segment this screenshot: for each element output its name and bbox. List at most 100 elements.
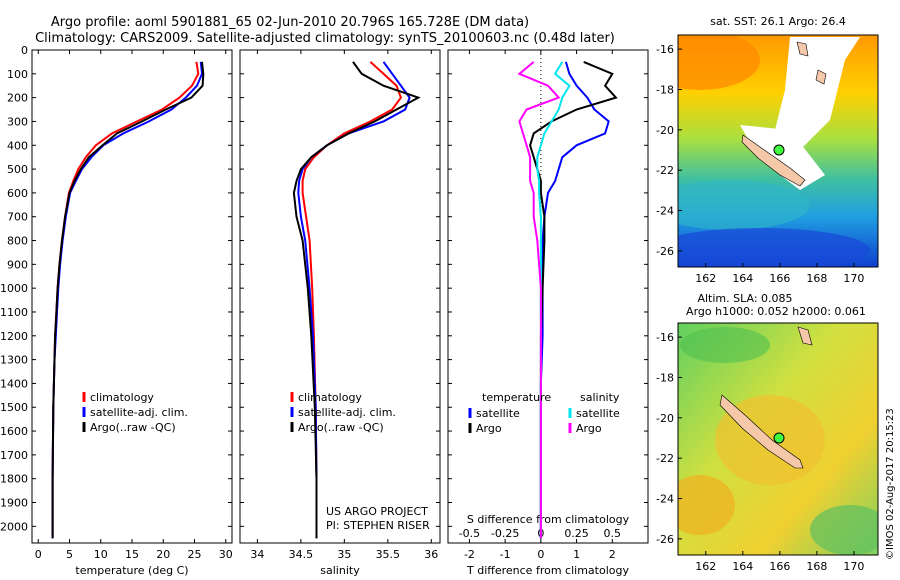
map-y-tick-label: -22 [656,452,674,465]
x-tick-label: 1 [573,548,580,561]
depth-tick-label: 400 [7,139,28,152]
sla-map-title: Altim. SLA: 0.085 [697,292,792,305]
x-tick-label: 35 [337,548,351,561]
x-tick-label: 5 [66,548,73,561]
legend-label: satellite-adj. clim. [90,406,188,419]
s-axis-label: S difference from climatology [467,513,630,526]
map-x-tick-label: 166 [769,560,790,573]
legend-label: Argo [476,422,502,435]
s-tick-label: -0.5 [459,527,480,540]
vanuatu-islands-2 [815,69,827,85]
x-tick-label: 15 [125,548,139,561]
depth-tick-label: 2000 [0,520,28,533]
sst-map-frame [677,34,879,268]
s-tick-label: 0.5 [604,527,622,540]
vanuatu-islands-sla [797,326,813,346]
x-tick-label: 34.5 [289,548,314,561]
panel-frame-temperature [31,49,233,544]
map-x-tick-label: 164 [732,272,753,285]
series-line [297,61,411,539]
new-caledonia-island [741,134,806,187]
depth-tick-label: 1700 [0,449,28,462]
legend-label: Argo(..raw -QC) [298,421,384,434]
depth-tick-label: 900 [7,258,28,271]
x-tick-label: 10 [94,548,108,561]
x-tick-label: -1 [500,548,511,561]
sla-map: Altim. SLA: 0.085 Argo h1000: 0.052 h200… [656,292,879,573]
map-y-tick-label: -16 [656,331,674,344]
map-y-tick-label: -26 [656,533,674,546]
sst-cold-patch [678,228,870,267]
legend-label: satellite [476,407,520,420]
depth-tick-label: 0 [21,44,28,57]
map-y-tick-label: -18 [656,371,674,384]
series-line [292,61,421,539]
legend-label: Argo(..raw -QC) [90,421,176,434]
depth-tick-label: 1900 [0,497,28,510]
map-y-tick-label: -18 [656,83,674,96]
depth-tick-label: 1100 [0,306,28,319]
legend-label: satellite-adj. clim. [298,406,396,419]
depth-tick-label: 300 [7,115,28,128]
depth-tick-label: 200 [7,92,28,105]
sst-mask-cloud [775,37,860,150]
x-axis-label: salinity [320,564,360,577]
depth-tick-label: 100 [7,68,28,81]
legend-label: climatology [90,391,154,404]
sst-map: sat. SST: 26.1 Argo: 26.4 162 164 166 168 17… [656,15,879,285]
x-tick-label: 25 [188,548,202,561]
sla-high-patch-2 [678,475,735,535]
panel-difference: -2 -1 0 1 2-0.5 -0.25 0 0.25 0.5S difference fro… [447,49,649,577]
map-x-tick-label: 168 [806,272,827,285]
depth-tick-label: 1200 [0,330,28,343]
map-x-tick-label: 170 [843,272,864,285]
depth-tick-label: 1500 [0,401,28,414]
figure-title-line2: Climatology: CARS2009. Satellite-adjuste… [35,31,615,46]
sla-map-subtitle: Argo h1000: 0.052 h2000: 0.061 [686,305,866,318]
sla-map-frame [677,322,879,556]
depth-axis: 0 100 200 300 400 500 600 700 800 900 1000 1100 1200… [0,44,28,533]
depth-tick-label: 700 [7,211,28,224]
depth-tick-label: 800 [7,235,28,248]
new-caledonia-island-sla [719,394,804,469]
sst-warm-patch [678,35,760,90]
legend-title: salinity [580,391,620,404]
series-line [517,61,561,539]
figure-title-line1: Argo profile: aoml 5901881_65 02-Jun-201… [51,15,529,30]
panel-temperature: 0 5 10 15 20 25 30 temperature (deg C) climatolo… [31,49,233,577]
series-line [51,61,205,539]
depth-tick-label: 1600 [0,425,28,438]
panel-salinity: 34 34.5 35 35.5 36 salinity climatology satelli… [239,49,441,577]
sst-map-title: sat. SST: 26.1 Argo: 26.4 [710,15,846,28]
x-tick-label: 35.5 [376,548,401,561]
x-tick-label: 34 [250,548,264,561]
x-tick-label: 36 [424,548,438,561]
depth-tick-label: 600 [7,187,28,200]
sst-argo-position-marker [773,144,785,156]
x-tick-label: 20 [156,548,170,561]
s-tick-label: -0.25 [491,527,519,540]
legend-label: Argo [576,422,602,435]
depth-tick-label: 1400 [0,377,28,390]
x-tick-label: 2 [609,548,616,561]
map-y-tick-label: -20 [656,124,674,137]
map-y-tick-label: -22 [656,164,674,177]
project-label: US ARGO PROJECT [326,505,428,518]
map-x-tick-label: 166 [769,272,790,285]
sla-low-patch-2 [680,327,770,363]
depth-tick-label: 1800 [0,473,28,486]
sst-map-ticks: 162 164 166 168 170 -16 -18 -20 -22 -24 -26 [656,43,864,285]
sst-mask-island [740,125,825,190]
panel-frame-salinity [239,49,441,544]
pi-label: PI: STEPHEN RISER [326,519,430,532]
map-y-tick-label: -24 [656,493,674,506]
map-x-tick-label: 168 [806,560,827,573]
map-x-tick-label: 164 [732,560,753,573]
map-x-tick-label: 162 [695,272,716,285]
legend-title: temperature [482,391,551,404]
x-tick-label: 0 [35,548,42,561]
vanuatu-islands [796,41,809,57]
depth-tick-label: 1000 [0,282,28,295]
